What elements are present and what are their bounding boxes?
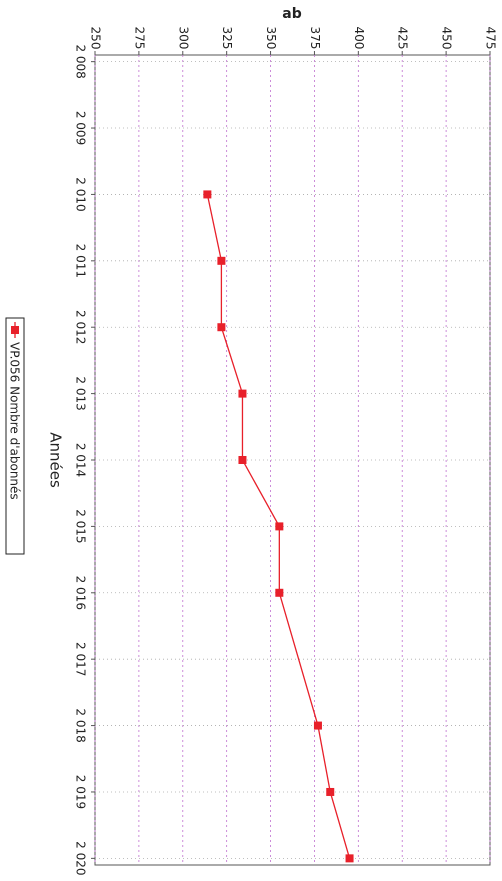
chart-title: ab <box>282 6 301 22</box>
y-tick-label: 300 <box>176 27 190 50</box>
y-tick-label: 450 <box>440 27 454 50</box>
data-point <box>345 854 354 863</box>
x-axis-label: Années <box>47 432 65 488</box>
legend-box <box>5 317 25 555</box>
y-tick-label: 475 <box>484 27 498 50</box>
y-tick-label: 375 <box>308 27 322 50</box>
x-tick-label: 2 012 <box>74 310 88 344</box>
plot-area <box>94 54 491 866</box>
data-point <box>313 721 322 730</box>
legend-label: VP.056 Nombre d'abonnés <box>8 342 22 500</box>
x-tick-label: 2 008 <box>74 44 88 78</box>
y-tick-label: 425 <box>396 27 410 50</box>
data-point <box>275 588 284 597</box>
data-point <box>203 190 212 199</box>
y-tick-label: 400 <box>352 27 366 50</box>
data-point <box>326 787 335 796</box>
x-tick-label: 2 009 <box>74 111 88 145</box>
x-tick-label: 2 020 <box>74 841 88 875</box>
x-tick-label: 2 017 <box>74 642 88 676</box>
x-tick-label: 2 010 <box>74 177 88 211</box>
data-point <box>217 323 226 332</box>
data-point <box>217 256 226 265</box>
x-tick-label: 2 016 <box>74 576 88 610</box>
x-tick-label: 2 013 <box>74 376 88 410</box>
x-tick-label: 2 015 <box>74 509 88 543</box>
data-point <box>238 456 247 464</box>
legend-marker <box>11 326 19 334</box>
y-tick-label: 350 <box>264 27 278 50</box>
legend: VP.056 Nombre d'abonnés <box>5 317 25 555</box>
series-line <box>206 194 351 859</box>
data-point <box>238 389 247 398</box>
y-tick-label: 275 <box>132 27 146 50</box>
x-tick-label: 2 019 <box>74 775 88 809</box>
x-tick-label: 2 014 <box>74 443 88 477</box>
y-tick-label: 325 <box>220 27 234 50</box>
data-point <box>275 522 284 531</box>
y-tick-label: 250 <box>89 27 103 50</box>
x-tick-label: 2 011 <box>74 244 88 278</box>
x-tick-label: 2 018 <box>74 708 88 742</box>
